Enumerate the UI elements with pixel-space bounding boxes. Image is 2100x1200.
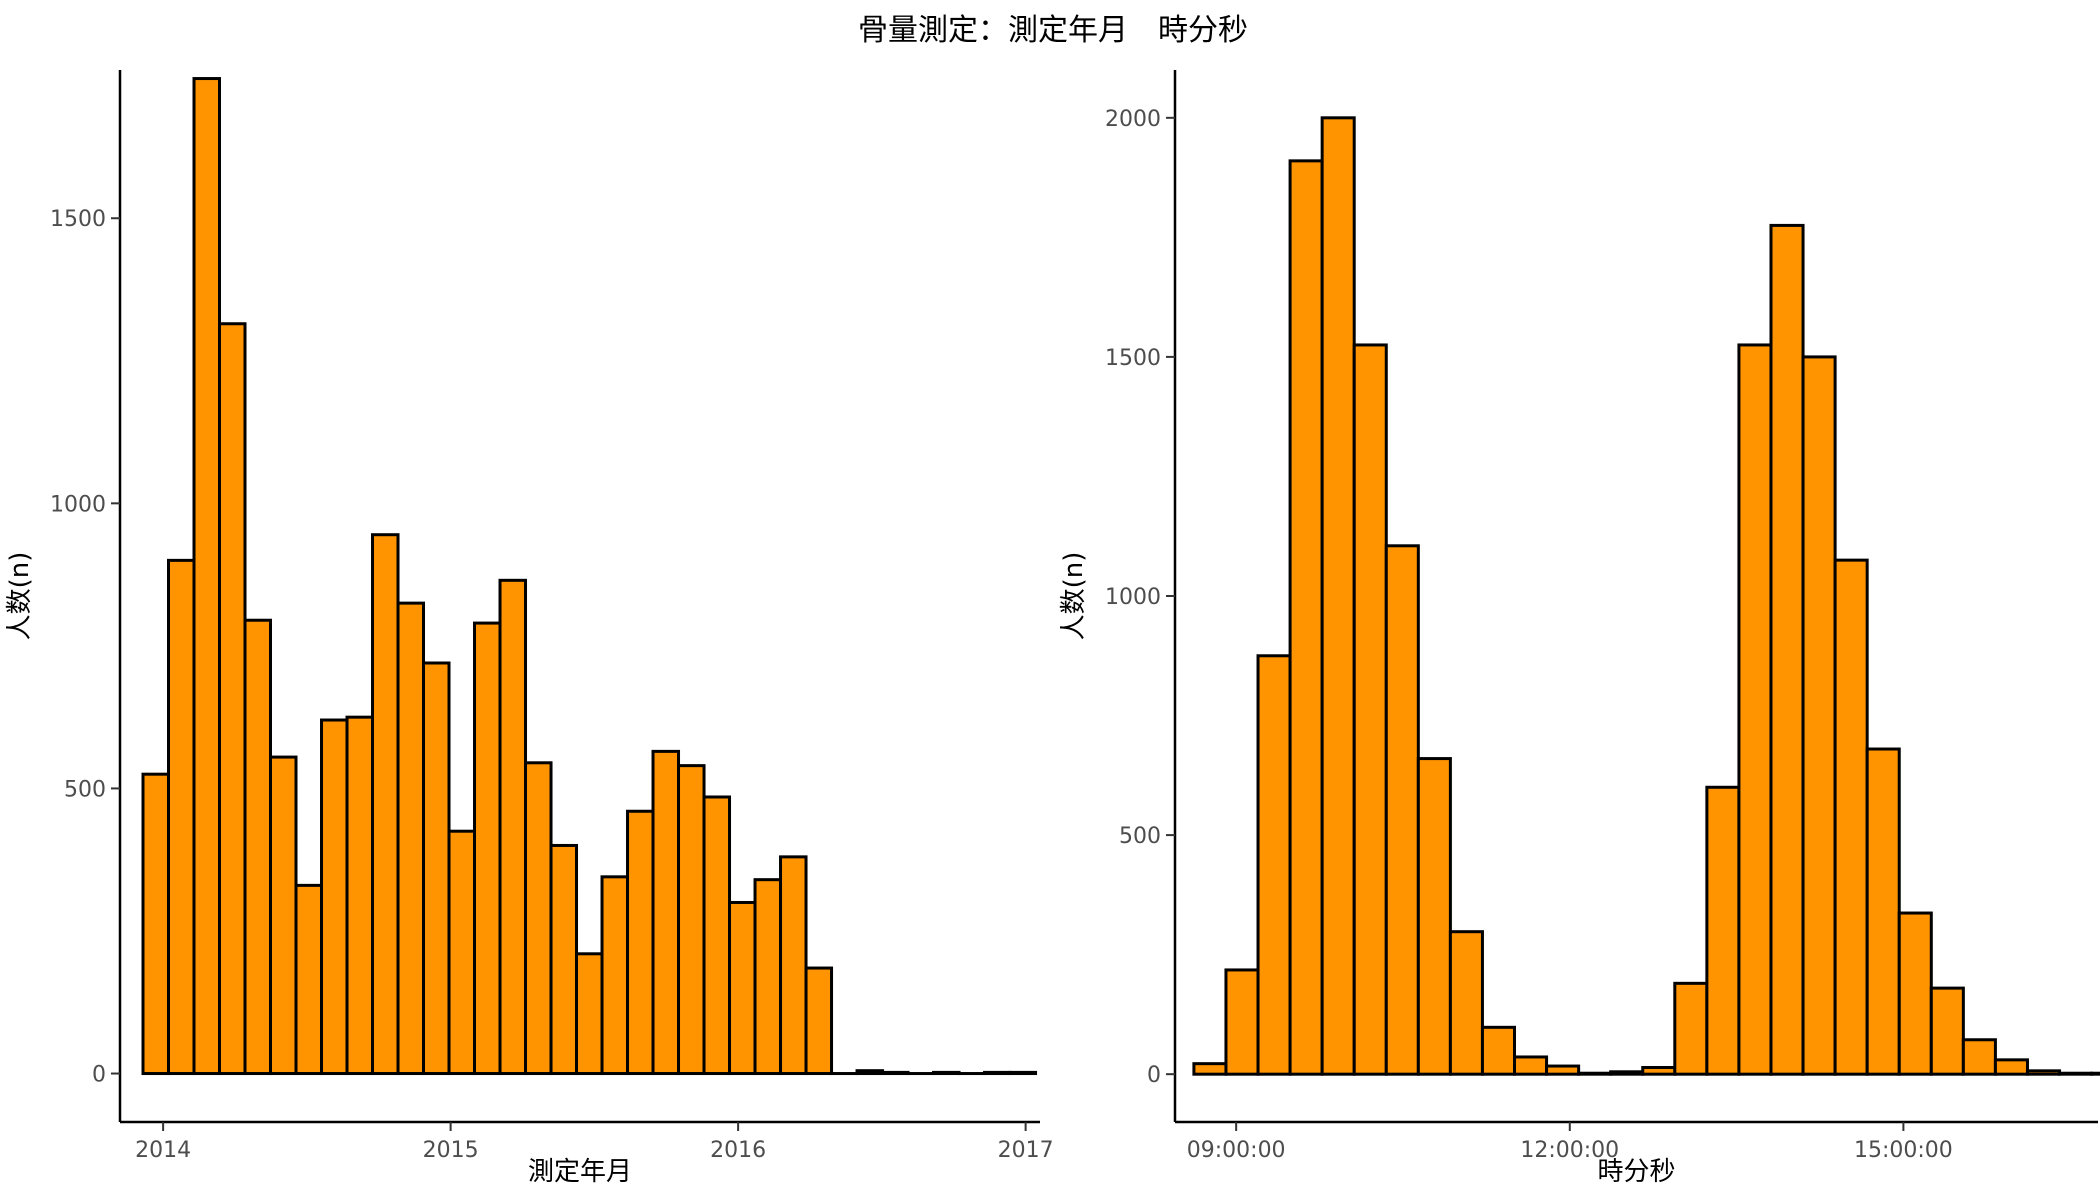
histogram-bar: [1352, 343, 1388, 1076]
histogram-bar: [2058, 1071, 2094, 1076]
y-axis-title: 人数(n): [1059, 552, 1089, 641]
x-axis-title: 時分秒: [1597, 1157, 1675, 1187]
histogram-bar: [1609, 1070, 1645, 1076]
histogram-bar: [524, 761, 553, 1076]
y-tick-label: 1500: [1105, 346, 1161, 371]
histogram-bar: [1288, 159, 1324, 1076]
histogram-bar: [549, 843, 579, 1076]
histogram-bar: [855, 1069, 885, 1076]
histogram-date-panel: 0 500 1000 1500 2014 2015 2016 2017 測定年月 人数(n): [5, 70, 1054, 1187]
histogram-bar: [1224, 968, 1260, 1076]
histogram-bar: [753, 878, 783, 1076]
histogram-bar: [600, 875, 630, 1076]
histogram-bar: [1993, 1058, 2029, 1076]
histogram-bar: [1801, 355, 1837, 1076]
x-tick-label: 2017: [998, 1138, 1054, 1163]
x-axis-title: 測定年月: [528, 1157, 632, 1187]
histogram-bar: [1448, 930, 1484, 1076]
date-bars: [141, 77, 1038, 1076]
histogram-bar: [1577, 1071, 1613, 1076]
histogram-bar: [192, 77, 222, 1076]
histogram-bar: [1961, 1038, 1997, 1076]
histogram-bar: [575, 952, 604, 1076]
histogram-bar: [1929, 986, 1965, 1076]
histogram-bar: [1865, 747, 1901, 1076]
histogram-bar: [498, 578, 528, 1076]
histogram-bar: [269, 755, 298, 1076]
histogram-bar: [1513, 1055, 1549, 1076]
histogram-bar: [422, 661, 451, 1076]
y-tick-label: 2000: [1105, 107, 1161, 132]
histogram-bar: [1545, 1064, 1581, 1076]
chart-title: 骨量測定：測定年月 時分秒: [858, 13, 1248, 48]
histogram-bar: [396, 601, 426, 1076]
x-tick-label: 2016: [710, 1138, 766, 1163]
histogram-time-panel: 0 500 1000 1500 2000 09:00:00 12:00:00 15:00:00…: [1059, 70, 2100, 1187]
histogram-bar: [881, 1070, 910, 1076]
x-tick-label: 2014: [135, 1138, 191, 1163]
histogram-bar: [167, 558, 196, 1076]
histogram-bar: [2090, 1071, 2100, 1076]
y-axis-title: 人数(n): [5, 552, 35, 641]
y-tick-label: 0: [92, 1063, 106, 1088]
histogram-bar: [728, 900, 757, 1076]
histogram-bar: [320, 718, 349, 1076]
histogram-bar: [2025, 1069, 2062, 1076]
histogram-bar: [345, 715, 375, 1076]
histogram-bar: [1673, 981, 1709, 1076]
x-tick-label: 2015: [423, 1138, 479, 1163]
time-bars: [1192, 116, 2100, 1076]
y-tick-label: 1000: [1105, 585, 1161, 610]
histogram-bar: [1897, 911, 1933, 1076]
y-tick-label: 0: [1147, 1063, 1161, 1088]
histogram-bar: [294, 883, 324, 1076]
histogram-bar: [702, 795, 732, 1076]
histogram-bar: [1192, 1062, 1228, 1076]
histogram-bar: [1737, 343, 1773, 1076]
histogram-bar: [932, 1070, 961, 1076]
histogram-bar: [1416, 757, 1452, 1076]
histogram-bar: [1769, 223, 1805, 1076]
x-tick-label: 12:00:00: [1520, 1138, 1619, 1163]
histogram-bar: [1833, 558, 1869, 1076]
histogram-bar: [141, 772, 171, 1076]
histogram-bar: [1705, 785, 1741, 1076]
histogram-bar: [218, 322, 247, 1076]
histogram-bar: [1320, 116, 1356, 1076]
histogram-bar: [779, 855, 808, 1076]
y-tick-label: 1000: [50, 492, 106, 517]
histogram-bar: [983, 1070, 1012, 1076]
histogram-bar: [1256, 654, 1292, 1076]
histogram-bar: [1480, 1025, 1517, 1076]
histogram-bar: [677, 764, 706, 1076]
histogram-bar: [447, 829, 477, 1076]
x-tick-label: 09:00:00: [1187, 1138, 1286, 1163]
y-tick-label: 500: [1119, 824, 1161, 849]
histogram-bar: [371, 533, 400, 1076]
histogram-bar: [1008, 1070, 1038, 1076]
histogram-bar: [651, 749, 681, 1076]
histogram-bar: [1384, 544, 1420, 1076]
histogram-bar: [626, 809, 655, 1076]
histogram-bar: [243, 618, 273, 1076]
histogram-bar: [1641, 1065, 1677, 1076]
x-tick-label: 15:00:00: [1854, 1138, 1953, 1163]
y-tick-label: 1500: [50, 207, 106, 232]
y-tick-label: 500: [64, 777, 106, 802]
histogram-bar: [804, 966, 834, 1076]
histogram-bar: [473, 621, 502, 1076]
